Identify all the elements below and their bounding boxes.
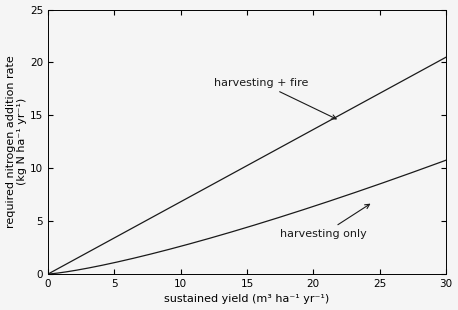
Y-axis label: required nitrogen addition rate
(kg N ha⁻¹ yr⁻¹): required nitrogen addition rate (kg N ha… [5,55,27,228]
X-axis label: sustained yield (m³ ha⁻¹ yr⁻¹): sustained yield (m³ ha⁻¹ yr⁻¹) [164,294,330,304]
Text: harvesting only: harvesting only [280,204,370,239]
Text: harvesting + fire: harvesting + fire [214,78,336,119]
